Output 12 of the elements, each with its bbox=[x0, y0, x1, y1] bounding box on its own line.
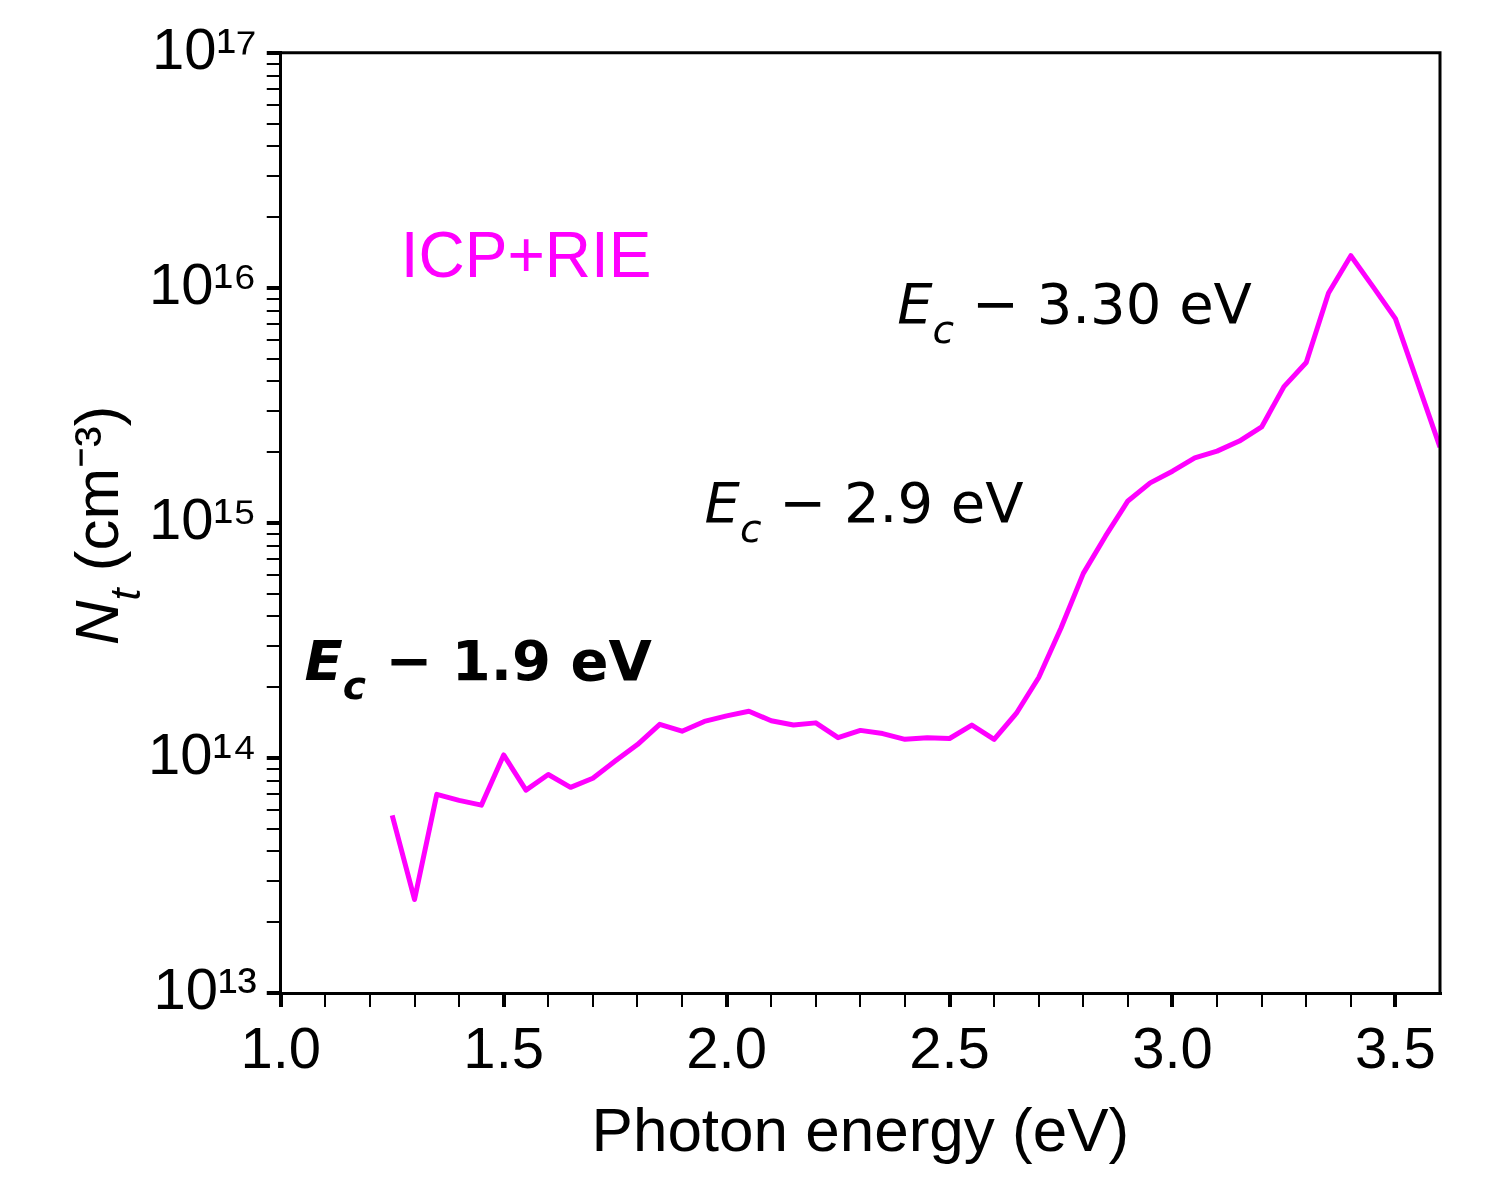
text: ICP+RIE bbox=[400, 218, 652, 291]
y-tick-label: 10¹⁵ bbox=[148, 485, 257, 551]
y-tick-label: 10¹⁶ bbox=[149, 250, 257, 316]
x-axis-title: Photon energy (eV) bbox=[591, 1094, 1130, 1164]
x-tick-label: 2.0 bbox=[686, 1014, 767, 1080]
x-tick-label: 2.5 bbox=[909, 1014, 990, 1080]
y-axis-title: Nt (cm⁻³) bbox=[62, 405, 149, 646]
y-tick-label: 10¹⁷ bbox=[151, 15, 257, 81]
x-tick-label: 1.5 bbox=[463, 1014, 544, 1080]
x-tick-label: 3.0 bbox=[1132, 1014, 1213, 1080]
y-tick-label: 10¹⁴ bbox=[148, 720, 257, 786]
x-tick-label: 3.5 bbox=[1355, 1014, 1436, 1080]
